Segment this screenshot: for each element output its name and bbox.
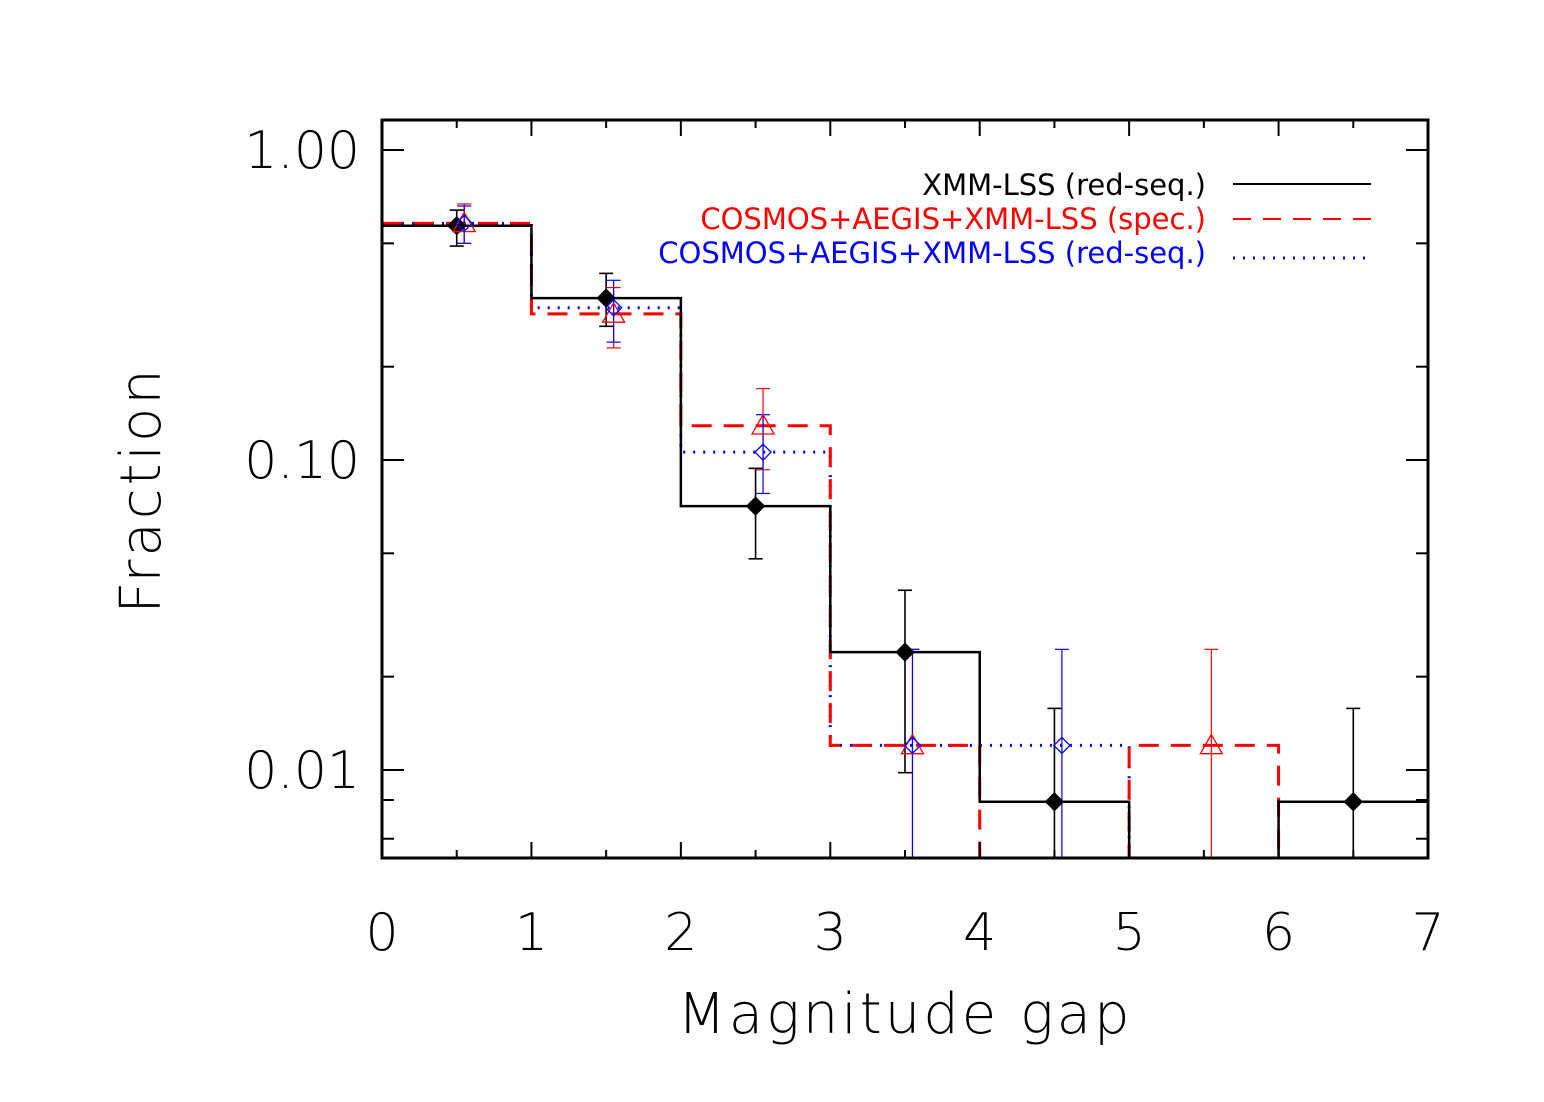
y-axis-title: Fraction: [109, 366, 174, 614]
data-markers: [447, 211, 1363, 812]
marker-s0-p3: [895, 642, 915, 662]
x-tick-label-5: 5: [1113, 903, 1146, 963]
x-tick-label-6: 6: [1262, 903, 1295, 963]
marker-s1-p2: [750, 413, 776, 435]
marker-s2-p4: [1052, 736, 1071, 755]
x-tick-label-1: 1: [515, 903, 548, 963]
marker-s1-p4: [1199, 733, 1224, 755]
x-tick-label-7: 7: [1411, 903, 1444, 963]
y-tick-label-0: 0.01: [244, 741, 360, 801]
marker-s0-p4: [1044, 791, 1065, 812]
x-axis-title: Magnitude gap: [677, 982, 1132, 1047]
legend-label-combined-spec: COSMOS+AEGIS+XMM-LSS (spec.): [700, 202, 1206, 236]
legend-label-xmm-lss-red-seq: XMM-LSS (red-seq.): [922, 168, 1206, 202]
legend-label-combined-red-seq: COSMOS+AEGIS+XMM-LSS (red-seq.): [658, 236, 1206, 270]
marker-s0-p2: [745, 496, 766, 516]
axis-ticks: [381, 120, 1429, 858]
marker-s0-p5: [1343, 791, 1363, 812]
x-tick-label-3: 3: [814, 903, 847, 963]
x-tick-label-2: 2: [664, 903, 697, 963]
legend: XMM-LSS (red-seq.) COSMOS+AEGIS+XMM-LSS …: [658, 168, 1371, 270]
marker-s2-p3: [903, 736, 922, 755]
error-bars: [449, 203, 1361, 858]
y-tick-label-2: 1.00: [244, 121, 360, 181]
histogram-series-1: [382, 221, 1428, 860]
tick-labels: 0 1 2 3 4 5 6 7 0.01 0.10 1.00: [244, 121, 1444, 963]
y-tick-label-1: 0.10: [244, 431, 360, 491]
marker-s1-p1: [601, 301, 626, 323]
marker-s2-p2: [754, 443, 772, 462]
x-tick-label-0: 0: [365, 903, 398, 963]
marker-s2-p0: [455, 214, 474, 233]
marker-s2-p1: [604, 298, 623, 317]
x-tick-label-4: 4: [963, 903, 996, 963]
